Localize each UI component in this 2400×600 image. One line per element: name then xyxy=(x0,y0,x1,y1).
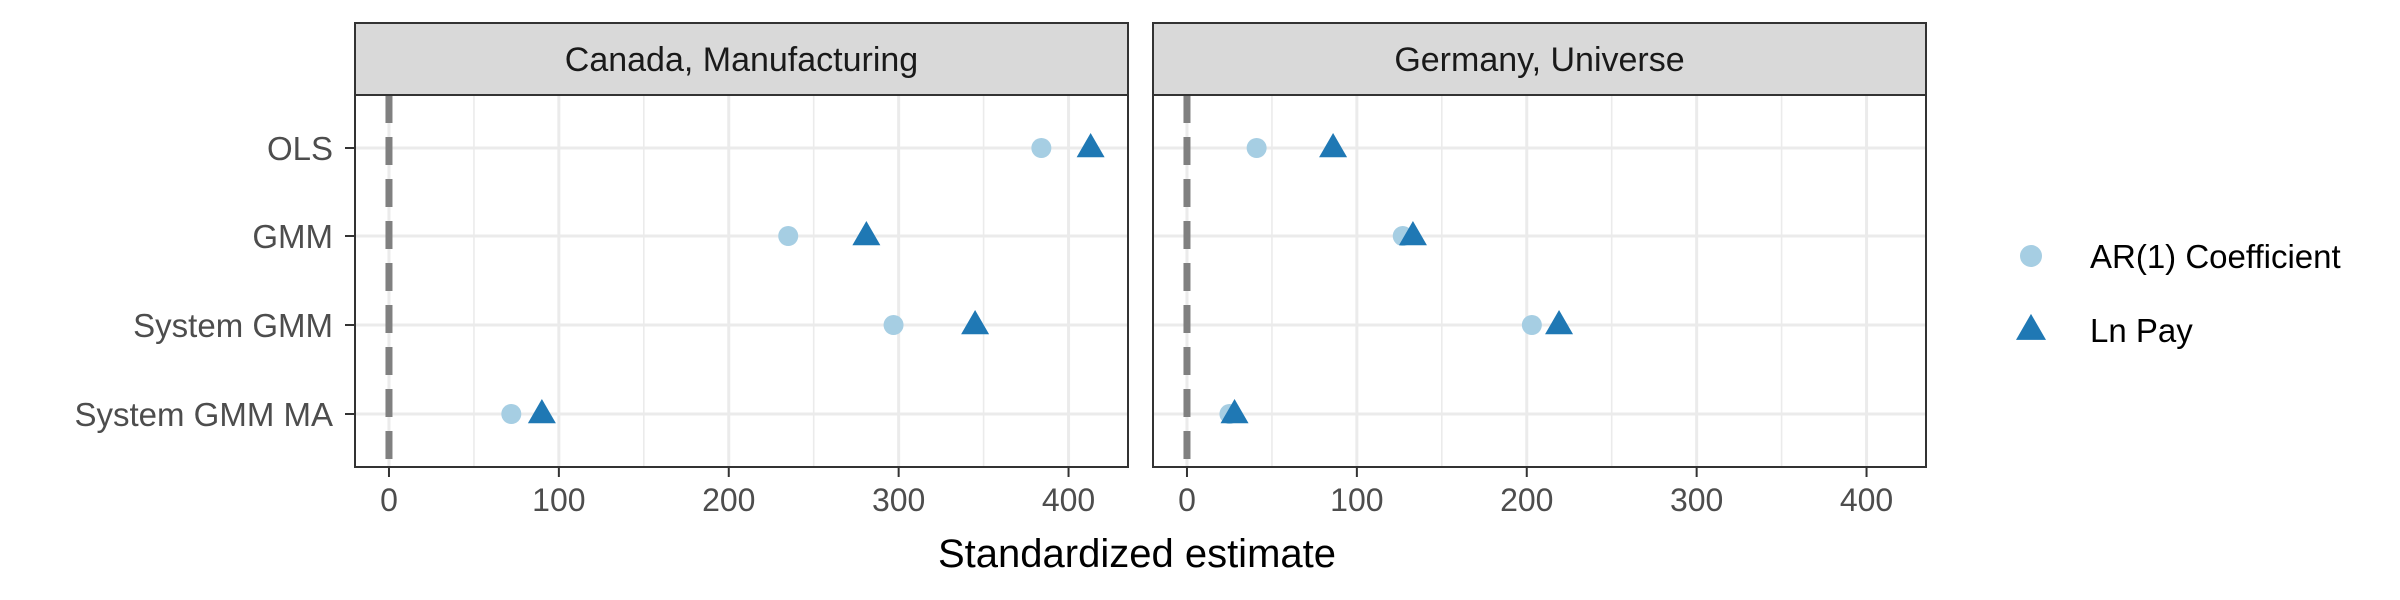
legend-label: Ln Pay xyxy=(2090,312,2193,349)
facet-title: Germany, Universe xyxy=(1394,41,1684,79)
y-tick-label: OLS xyxy=(267,130,333,167)
x-tick-label: 100 xyxy=(532,482,585,518)
y-tick-label: System GMM MA xyxy=(74,396,333,433)
legend: AR(1) Coefficient Ln Pay xyxy=(2016,238,2341,349)
point-ln-pay xyxy=(1220,398,1249,424)
panel-background xyxy=(1153,95,1926,467)
x-axis-title: Standardized estimate xyxy=(938,532,1336,576)
point-ln-pay xyxy=(1545,309,1574,335)
panel-1: Canada, Manufacturing 0 100 200 300 400 xyxy=(354,22,1129,518)
x-tick-label: 0 xyxy=(380,482,398,518)
legend-label: AR(1) Coefficient xyxy=(2090,238,2341,275)
point-ln-pay xyxy=(1398,220,1427,246)
point-ar1-coefficient xyxy=(1031,138,1052,158)
point-ln-pay xyxy=(527,398,556,424)
panel-2: Germany, Universe 0 100 200 300 400 xyxy=(1152,22,1927,518)
x-tick-label: 400 xyxy=(1840,482,1893,518)
point-ln-pay xyxy=(852,220,881,246)
x-tick-label: 300 xyxy=(1670,482,1723,518)
x-tick-label: 200 xyxy=(702,482,755,518)
point-ln-pay xyxy=(1076,132,1105,158)
x-tick-label: 300 xyxy=(872,482,925,518)
x-tick-label: 0 xyxy=(1178,482,1196,518)
legend-key-circle xyxy=(2020,245,2042,267)
point-ln-pay xyxy=(961,309,990,335)
facet-title: Canada, Manufacturing xyxy=(565,41,918,79)
panel-background xyxy=(355,95,1128,467)
x-tick-label: 200 xyxy=(1500,482,1553,518)
facet-strip xyxy=(1152,22,1927,96)
y-axis: OLS GMM System GMM System GMM MA xyxy=(74,130,355,433)
point-ln-pay xyxy=(1319,132,1348,158)
y-tick-label: System GMM xyxy=(133,307,333,344)
y-tick-label: GMM xyxy=(252,218,333,255)
point-ar1-coefficient xyxy=(778,226,799,246)
x-tick-label: 400 xyxy=(1042,482,1095,518)
point-ar1-coefficient xyxy=(501,404,522,424)
point-ar1-coefficient xyxy=(1521,315,1542,335)
legend-key-triangle xyxy=(2016,313,2046,340)
point-ar1-coefficient xyxy=(883,315,904,335)
facet-strip xyxy=(354,22,1129,96)
x-tick-label: 100 xyxy=(1330,482,1383,518)
point-ar1-coefficient xyxy=(1246,138,1267,158)
